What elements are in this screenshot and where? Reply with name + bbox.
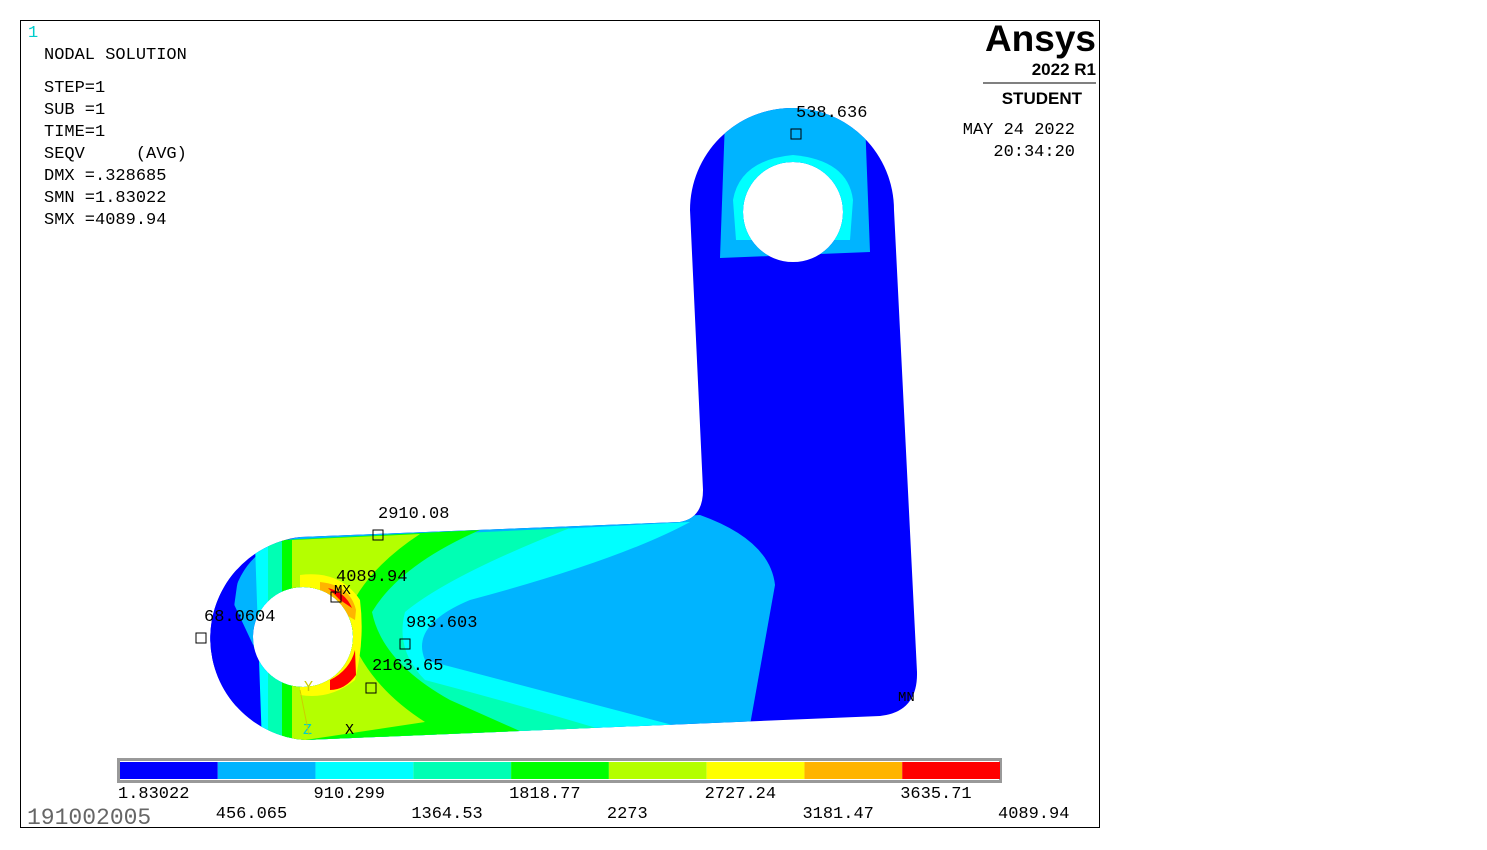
- legend-label: 1364.53: [411, 805, 482, 824]
- status-line: SUB =1: [44, 101, 105, 120]
- logo: Ansys: [985, 18, 1096, 59]
- legend: 1.83022 456.065 910.299 1364.53 1818.77 2273 2…: [118, 762, 1069, 824]
- status-line: STEP=1: [44, 79, 105, 98]
- legend-swatch: [120, 762, 218, 779]
- node-marker: [790, 128, 802, 140]
- status-line: SMX =4089.94: [44, 211, 166, 230]
- footer-id: 191002005: [27, 805, 151, 831]
- legend-label: 456.065: [216, 805, 287, 824]
- legend-label: 2727.24: [705, 785, 776, 804]
- node-marker: [399, 638, 411, 650]
- status-line: SMN =1.83022: [44, 189, 166, 208]
- legend-swatch: [217, 762, 316, 779]
- node-marker: [195, 632, 207, 644]
- node-label: 538.636: [796, 104, 867, 123]
- legend-swatch: [315, 762, 414, 779]
- node-label: 2910.08: [378, 505, 449, 524]
- edition: STUDENT: [1002, 89, 1083, 108]
- status-line: DMX =.328685: [44, 167, 166, 186]
- window-number: 1: [28, 24, 38, 43]
- node-marker: [372, 529, 384, 541]
- node-label: 4089.94: [336, 568, 407, 587]
- legend-swatch: [804, 762, 903, 779]
- status-lines: STEP=1 SUB =1 TIME=1 SEQV (AVG) DMX =.328685…: [44, 79, 187, 230]
- legend-swatch: [706, 762, 805, 779]
- legend-label: 910.299: [314, 785, 385, 804]
- legend-swatch: [413, 762, 512, 779]
- legend-label: 3635.71: [900, 785, 971, 804]
- node-marker: [330, 591, 342, 603]
- triad-label: X: [345, 722, 354, 739]
- triad-label: Y: [304, 679, 313, 696]
- node-label: 983.603: [406, 614, 477, 633]
- legend-label: 4089.94: [998, 805, 1069, 824]
- version: 2022 R1: [1032, 60, 1096, 79]
- triad-axis: [299, 689, 310, 736]
- legend-swatch: [902, 762, 1000, 779]
- node-label: 68.0604: [204, 608, 275, 627]
- legend-label: 1818.77: [509, 785, 580, 804]
- status-line: SEQV (AVG): [44, 145, 187, 164]
- node-label: MN: [898, 690, 915, 706]
- node-marker: [365, 682, 377, 694]
- legend-label: 3181.47: [802, 805, 873, 824]
- triad-label: Z: [303, 722, 312, 739]
- legend-label: 1.83022: [118, 785, 189, 804]
- plot-title: NODAL SOLUTION: [44, 46, 187, 65]
- date: MAY 24 2022: [963, 121, 1075, 140]
- legend-swatch: [608, 762, 707, 779]
- node-label: 2163.65: [372, 657, 443, 676]
- legend-label: 2273: [607, 805, 648, 824]
- status-line: TIME=1: [44, 123, 105, 142]
- time: 20:34:20: [993, 143, 1075, 162]
- node-label: MX: [334, 583, 351, 599]
- legend-swatch: [511, 762, 609, 779]
